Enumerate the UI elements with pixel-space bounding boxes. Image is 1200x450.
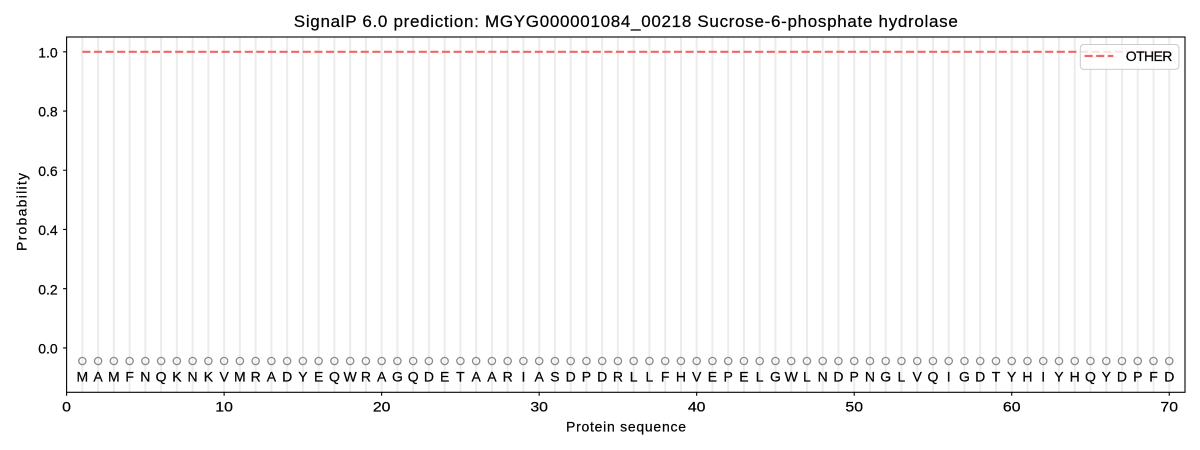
svg-text:P: P (850, 368, 859, 384)
svg-text:P: P (582, 368, 591, 384)
svg-text:Y: Y (298, 368, 308, 384)
svg-text:T: T (992, 368, 1001, 384)
svg-text:I: I (947, 368, 951, 384)
svg-text:P: P (724, 368, 733, 384)
svg-text:N: N (140, 368, 150, 384)
svg-text:F: F (125, 368, 134, 384)
svg-text:E: E (440, 368, 449, 384)
svg-text:20: 20 (373, 399, 391, 415)
svg-text:W: W (344, 368, 358, 384)
svg-text:Y: Y (1007, 368, 1017, 384)
svg-text:E: E (708, 368, 717, 384)
svg-text:Protein sequence: Protein sequence (566, 419, 686, 435)
svg-text:K: K (204, 368, 214, 384)
svg-text:A: A (487, 368, 497, 384)
svg-text:A: A (471, 368, 481, 384)
svg-text:0.0: 0.0 (38, 340, 58, 356)
svg-text:D: D (424, 368, 434, 384)
svg-text:D: D (1164, 368, 1174, 384)
svg-text:F: F (1149, 368, 1158, 384)
svg-text:V: V (692, 368, 702, 384)
svg-text:10: 10 (215, 399, 233, 415)
svg-text:R: R (251, 368, 261, 384)
svg-text:30: 30 (530, 399, 548, 415)
svg-text:A: A (377, 368, 387, 384)
svg-text:SignalP 6.0 prediction: MGYG00: SignalP 6.0 prediction: MGYG000001084_00… (294, 12, 958, 31)
svg-text:F: F (661, 368, 670, 384)
svg-text:Y: Y (1054, 368, 1064, 384)
svg-text:Q: Q (408, 368, 419, 384)
svg-text:T: T (456, 368, 465, 384)
svg-text:L: L (646, 368, 654, 384)
svg-text:0.6: 0.6 (38, 163, 58, 179)
svg-text:0.8: 0.8 (38, 104, 58, 120)
svg-text:Q: Q (928, 368, 939, 384)
svg-text:A: A (267, 368, 277, 384)
svg-text:N: N (188, 368, 198, 384)
svg-text:0: 0 (62, 399, 71, 415)
svg-text:A: A (93, 368, 103, 384)
svg-text:70: 70 (1160, 399, 1178, 415)
svg-text:H: H (676, 368, 686, 384)
svg-text:I: I (1041, 368, 1045, 384)
svg-text:60: 60 (1003, 399, 1021, 415)
svg-text:Probability: Probability (14, 173, 30, 251)
svg-text:M: M (234, 368, 246, 384)
svg-text:Q: Q (1085, 368, 1096, 384)
svg-text:K: K (172, 368, 182, 384)
svg-text:G: G (770, 368, 781, 384)
svg-text:1.0: 1.0 (38, 44, 58, 60)
svg-text:M: M (77, 368, 89, 384)
svg-text:Q: Q (329, 368, 340, 384)
svg-text:E: E (314, 368, 323, 384)
svg-text:G: G (959, 368, 970, 384)
svg-text:P: P (1133, 368, 1142, 384)
svg-text:S: S (550, 368, 559, 384)
svg-text:50: 50 (845, 399, 863, 415)
svg-text:H: H (1022, 368, 1032, 384)
svg-text:L: L (803, 368, 811, 384)
svg-text:D: D (975, 368, 985, 384)
svg-text:W: W (785, 368, 799, 384)
svg-text:L: L (630, 368, 638, 384)
svg-text:A: A (534, 368, 544, 384)
svg-text:OTHER: OTHER (1126, 48, 1173, 64)
svg-text:N: N (865, 368, 875, 384)
svg-text:E: E (739, 368, 748, 384)
svg-text:L: L (898, 368, 906, 384)
svg-text:D: D (282, 368, 292, 384)
svg-text:D: D (1117, 368, 1127, 384)
svg-text:D: D (833, 368, 843, 384)
svg-text:N: N (818, 368, 828, 384)
svg-text:Y: Y (1102, 368, 1112, 384)
svg-text:40: 40 (688, 399, 706, 415)
svg-text:I: I (521, 368, 525, 384)
svg-text:M: M (108, 368, 120, 384)
svg-text:Q: Q (156, 368, 167, 384)
svg-text:R: R (613, 368, 623, 384)
svg-text:R: R (503, 368, 513, 384)
svg-text:D: D (597, 368, 607, 384)
svg-text:0.2: 0.2 (38, 281, 58, 297)
svg-text:H: H (1070, 368, 1080, 384)
svg-text:D: D (566, 368, 576, 384)
svg-text:L: L (756, 368, 764, 384)
svg-text:V: V (219, 368, 229, 384)
svg-text:0.4: 0.4 (38, 222, 58, 238)
svg-text:R: R (361, 368, 371, 384)
svg-text:G: G (880, 368, 891, 384)
svg-text:G: G (392, 368, 403, 384)
svg-text:V: V (913, 368, 923, 384)
